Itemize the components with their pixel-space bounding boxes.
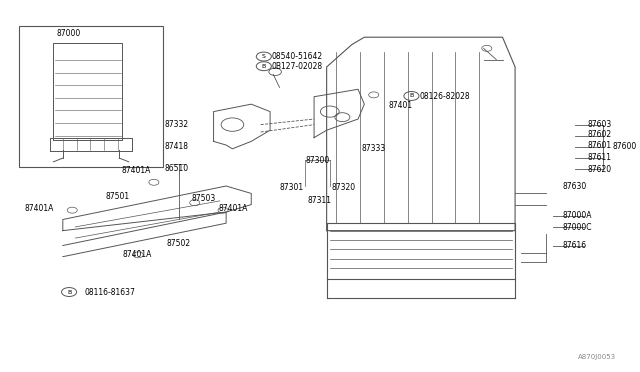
Text: 87320: 87320 bbox=[332, 183, 356, 192]
Text: 87600: 87600 bbox=[612, 142, 637, 151]
Text: B: B bbox=[262, 64, 266, 69]
Text: 87616: 87616 bbox=[562, 241, 586, 250]
Text: 87401: 87401 bbox=[388, 101, 412, 110]
Text: 0B127-02028: 0B127-02028 bbox=[272, 62, 323, 71]
Text: 87000: 87000 bbox=[56, 29, 81, 38]
Text: 87620: 87620 bbox=[588, 165, 611, 174]
Text: 87401A: 87401A bbox=[122, 166, 151, 174]
Text: A870J0053: A870J0053 bbox=[577, 354, 616, 360]
Text: 08126-82028: 08126-82028 bbox=[420, 92, 470, 101]
Text: 87603: 87603 bbox=[588, 120, 612, 129]
Text: 87332: 87332 bbox=[164, 120, 188, 129]
Text: 87311: 87311 bbox=[308, 196, 332, 205]
Text: 87503: 87503 bbox=[191, 194, 216, 203]
Text: 87401A: 87401A bbox=[25, 204, 54, 213]
Text: 87401A: 87401A bbox=[122, 250, 152, 259]
Text: 87000C: 87000C bbox=[562, 223, 592, 232]
Text: 87602: 87602 bbox=[588, 130, 611, 139]
Text: 87611: 87611 bbox=[588, 153, 611, 162]
Text: 87418: 87418 bbox=[164, 142, 188, 151]
Text: 86510: 86510 bbox=[164, 164, 189, 173]
Text: 87502: 87502 bbox=[166, 239, 191, 248]
Text: 87333: 87333 bbox=[362, 144, 386, 153]
Bar bbox=[19, 26, 163, 167]
Text: 87000A: 87000A bbox=[562, 211, 592, 220]
Text: B: B bbox=[67, 289, 71, 295]
Text: 87630: 87630 bbox=[562, 182, 586, 190]
Text: 87401A: 87401A bbox=[219, 204, 248, 213]
Text: 87501: 87501 bbox=[106, 192, 130, 201]
Text: 87300: 87300 bbox=[305, 156, 330, 165]
Text: 08540-51642: 08540-51642 bbox=[272, 52, 323, 61]
Text: S: S bbox=[262, 54, 266, 59]
Text: 08116-81637: 08116-81637 bbox=[85, 288, 136, 297]
Text: 87601: 87601 bbox=[588, 141, 611, 150]
Text: B: B bbox=[410, 93, 413, 99]
Text: 87301: 87301 bbox=[279, 183, 303, 192]
